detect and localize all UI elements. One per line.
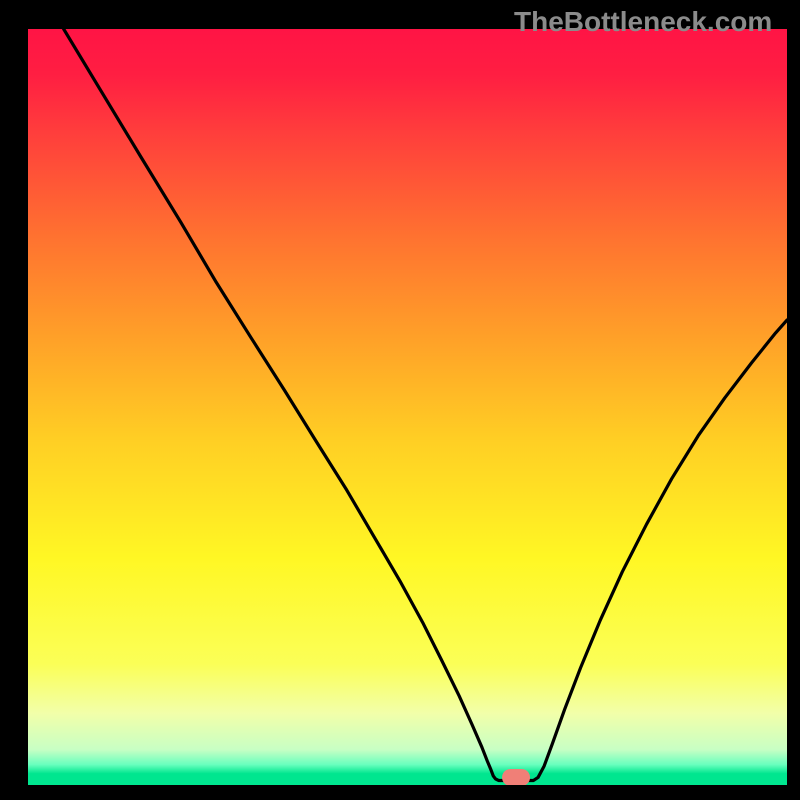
bottleneck-chart bbox=[28, 29, 787, 785]
optimal-point-marker bbox=[502, 769, 530, 785]
chart-svg bbox=[28, 29, 787, 785]
gradient-background bbox=[28, 29, 787, 785]
watermark-text: TheBottleneck.com bbox=[514, 6, 772, 38]
